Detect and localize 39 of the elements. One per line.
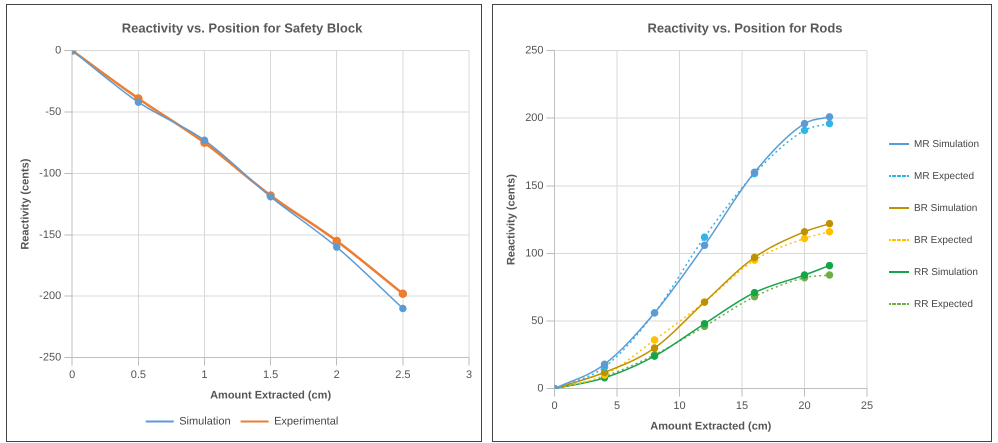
- x-tick-label: 10: [673, 400, 686, 412]
- x-tick-label: 3: [466, 369, 472, 382]
- x-tick-label: 15: [736, 400, 748, 412]
- x-tick-label: 25: [860, 400, 874, 412]
- x-tick-label: 1: [201, 369, 208, 382]
- x-tick-label: 1.5: [262, 369, 278, 382]
- legend-label: Simulation: [179, 416, 231, 428]
- y-tick-label: 100: [525, 247, 544, 260]
- x-tick-label: 0: [551, 400, 558, 412]
- x-tick-label: 0: [69, 369, 76, 382]
- chart-title: Reactivity vs. Position for Rods: [647, 20, 843, 36]
- legend-label: MR Simulation: [914, 138, 980, 150]
- y-tick-label: 200: [525, 112, 544, 124]
- legend-label: RR Expected: [914, 298, 973, 310]
- y-tick-label: 50: [531, 315, 544, 328]
- y-tick-label: 150: [525, 180, 544, 192]
- x-tick-label: 2: [334, 369, 340, 382]
- y-axis-title: Reactivity (cents): [20, 158, 32, 250]
- y-tick-label: -150: [39, 228, 62, 241]
- legend-label: BR Simulation: [914, 202, 978, 214]
- y-tick-label: 0: [55, 44, 62, 57]
- legend-label: RR Simulation: [914, 266, 978, 278]
- y-tick-label: -250: [39, 352, 62, 364]
- x-tick-label: 5: [614, 400, 620, 412]
- x-tick-label: 2.5: [395, 369, 411, 382]
- legend-label: MR Expected: [914, 170, 974, 182]
- y-tick-label: 250: [525, 44, 544, 57]
- x-tick-label: 20: [798, 400, 811, 412]
- y-tick-label: -50: [45, 106, 62, 118]
- y-tick-label: 0: [537, 382, 544, 395]
- y-tick-label: -200: [39, 290, 62, 302]
- legend-label: BR Expected: [914, 234, 972, 246]
- x-tick-label: 0.5: [130, 369, 146, 382]
- legend-label: Experimental: [274, 416, 338, 428]
- y-tick-label: -100: [39, 167, 62, 180]
- x-axis-title: Amount Extracted (cm): [210, 389, 332, 402]
- y-axis-title: Reactivity (cents): [506, 174, 518, 266]
- chart-title: Reactivity vs. Position for Safety Block: [122, 20, 364, 36]
- x-axis-title: Amount Extracted (cm): [650, 420, 772, 432]
